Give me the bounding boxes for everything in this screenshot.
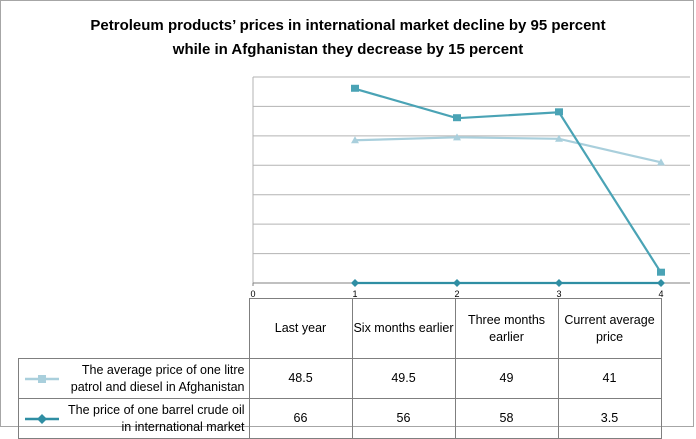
data-point-diamond xyxy=(351,279,359,287)
table-header-cell: Three months earlier xyxy=(454,298,559,359)
table-header-cell: Current average price xyxy=(557,298,662,359)
table-corner xyxy=(19,299,250,359)
table-cell: 48.5 xyxy=(248,358,353,399)
table-cell: 58 xyxy=(454,398,559,439)
legend-key-diamond-icon xyxy=(25,413,59,424)
table-series-label-cell: The price of one barrel crude oil in int… xyxy=(18,398,250,439)
data-point-square xyxy=(351,84,359,92)
chart-title-line-2: while in Afghanistan they decrease by 15… xyxy=(172,41,524,58)
x-tick-label: 0 xyxy=(250,289,255,299)
table-cell: 41 xyxy=(557,358,662,399)
data-point-square xyxy=(453,114,461,122)
table-header-cell: Last year xyxy=(248,298,353,359)
data-point-diamond xyxy=(657,279,665,287)
data-point-diamond xyxy=(453,279,461,287)
chart-title-line-1: Petroleum products’ prices in internatio… xyxy=(90,17,606,34)
table-series-label-cell: The average price of one litre patrol an… xyxy=(18,358,250,399)
data-point-triangle xyxy=(657,158,665,166)
data-point-square xyxy=(555,108,563,116)
legend-key-triangle-icon xyxy=(25,374,59,383)
table-series-label: The average price of one litre patrol an… xyxy=(70,362,245,394)
data-table: Last year Six months earlier Three month… xyxy=(18,298,662,439)
data-point-diamond xyxy=(555,279,563,287)
data-point-triangle xyxy=(351,136,359,144)
table-cell: 49.5 xyxy=(351,358,456,399)
series-line xyxy=(354,136,662,164)
table-cell: 49 xyxy=(454,358,559,399)
data-point-triangle xyxy=(555,134,563,142)
series-line xyxy=(354,87,662,274)
x-tick-label: 2 xyxy=(454,289,459,299)
data-point-square xyxy=(657,268,665,276)
x-tick-label: 3 xyxy=(556,289,561,299)
chart-title: Petroleum products’ prices in internatio… xyxy=(0,14,696,62)
line-chart-plot: 0 1 2 3 4 xyxy=(250,76,690,299)
table-cell: 56 xyxy=(351,398,456,439)
table-cell: 3.5 xyxy=(557,398,662,439)
table-row: The price of one barrel crude oil in int… xyxy=(18,398,662,439)
table-header-row: Last year Six months earlier Three month… xyxy=(19,298,662,359)
table-header-cell: Six months earlier xyxy=(351,298,456,359)
data-point-triangle xyxy=(453,133,461,141)
table-cell: 66 xyxy=(248,398,353,439)
table-row: The average price of one litre patrol an… xyxy=(18,358,662,399)
x-tick-label: 4 xyxy=(658,289,663,299)
x-tick-label: 1 xyxy=(352,289,357,299)
